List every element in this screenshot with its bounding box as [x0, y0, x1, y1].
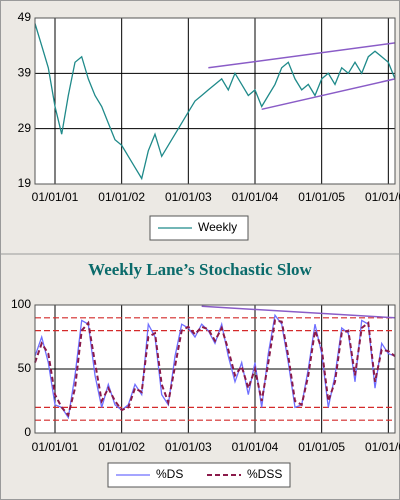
trend-line	[201, 305, 396, 319]
trend-line	[261, 78, 396, 111]
legend-label: %DS	[156, 467, 183, 481]
y-tick-label: 49	[18, 10, 32, 24]
y-tick-label: 0	[24, 425, 31, 439]
x-tick-label: 01/01/06	[365, 440, 400, 454]
trend-line	[208, 42, 396, 69]
y-tick-label: 29	[18, 121, 32, 135]
x-tick-label: 01/01/01	[32, 440, 79, 454]
legend-label: Weekly	[198, 220, 237, 234]
x-tick-label: 01/01/05	[298, 440, 345, 454]
x-tick-label: 01/01/04	[232, 190, 279, 204]
data-line	[34, 23, 396, 181]
x-tick-label: 01/01/04	[232, 440, 279, 454]
y-tick-label: 50	[18, 361, 32, 375]
plot-border	[34, 304, 396, 434]
data-line	[34, 319, 396, 418]
x-tick-label: 01/01/03	[165, 190, 212, 204]
x-tick-label: 01/01/05	[298, 190, 345, 204]
x-tick-label: 01/01/02	[98, 440, 145, 454]
y-tick-label: 39	[18, 66, 32, 80]
x-tick-label: 01/01/02	[98, 190, 145, 204]
x-tick-label: 01/01/01	[32, 190, 79, 204]
y-tick-label: 100	[11, 297, 31, 311]
chart-title: Weekly Lane’s Stochastic Slow	[88, 260, 312, 279]
y-tick-label: 19	[18, 176, 32, 190]
x-tick-label: 01/01/06	[365, 190, 400, 204]
plot-area	[35, 18, 395, 184]
x-tick-label: 01/01/03	[165, 440, 212, 454]
legend-label: %DSS	[247, 467, 282, 481]
plot-border	[34, 17, 396, 185]
